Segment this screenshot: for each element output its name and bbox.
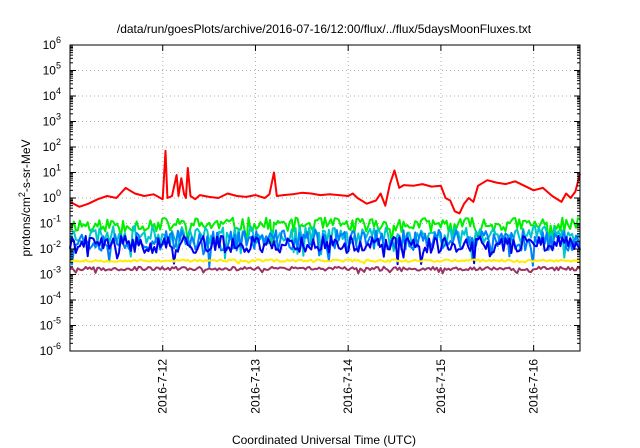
chart-title: /data/run/goesPlots/archive/2016-07-16/1… bbox=[117, 22, 532, 36]
y-tick-label: 10-5 bbox=[40, 316, 61, 333]
x-tick-label: 2016-7-16 bbox=[527, 359, 541, 414]
series-line bbox=[69, 149, 581, 215]
y-tick-label: 101 bbox=[43, 163, 61, 180]
data-series bbox=[69, 149, 581, 275]
x-tick-label: 2016-7-13 bbox=[248, 359, 262, 414]
y-tick-label: 10-4 bbox=[40, 290, 61, 307]
y-axis-ticks: 10-6 10-5 10-4 10-3 10-2 10-1 100 101 102 103 104 1… bbox=[40, 35, 580, 358]
series-line bbox=[69, 216, 581, 244]
y-tick-label: 10-2 bbox=[40, 239, 61, 256]
x-axis-ticks: 2016-7-12 2016-7-13 2016-7-14 2016-7-15 2016… bbox=[156, 45, 541, 414]
y-tick-label: 105 bbox=[43, 61, 61, 78]
grid-lines bbox=[70, 45, 580, 351]
y-tick-label: 103 bbox=[43, 112, 61, 129]
y-tick-label: 102 bbox=[43, 137, 61, 154]
series-line bbox=[69, 265, 581, 275]
x-tick-label: 2016-7-15 bbox=[434, 359, 448, 414]
y-axis-label: protons/cm2-s-sr-MeV bbox=[17, 139, 33, 256]
series-line bbox=[69, 234, 581, 266]
series-line bbox=[69, 258, 581, 265]
y-tick-label: 100 bbox=[43, 188, 61, 205]
y-tick-label: 106 bbox=[43, 35, 61, 52]
x-tick-label: 2016-7-14 bbox=[341, 359, 355, 414]
series-line bbox=[69, 229, 581, 268]
x-tick-label: 2016-7-12 bbox=[156, 359, 170, 414]
x-axis-label: Coordinated Universal Time (UTC) bbox=[232, 433, 416, 447]
y-tick-label: 10-3 bbox=[40, 265, 61, 282]
y-tick-label: 104 bbox=[43, 86, 61, 103]
y-tick-label: 10-6 bbox=[40, 341, 61, 358]
y-tick-label: 10-1 bbox=[40, 214, 61, 231]
series-line bbox=[69, 224, 581, 260]
